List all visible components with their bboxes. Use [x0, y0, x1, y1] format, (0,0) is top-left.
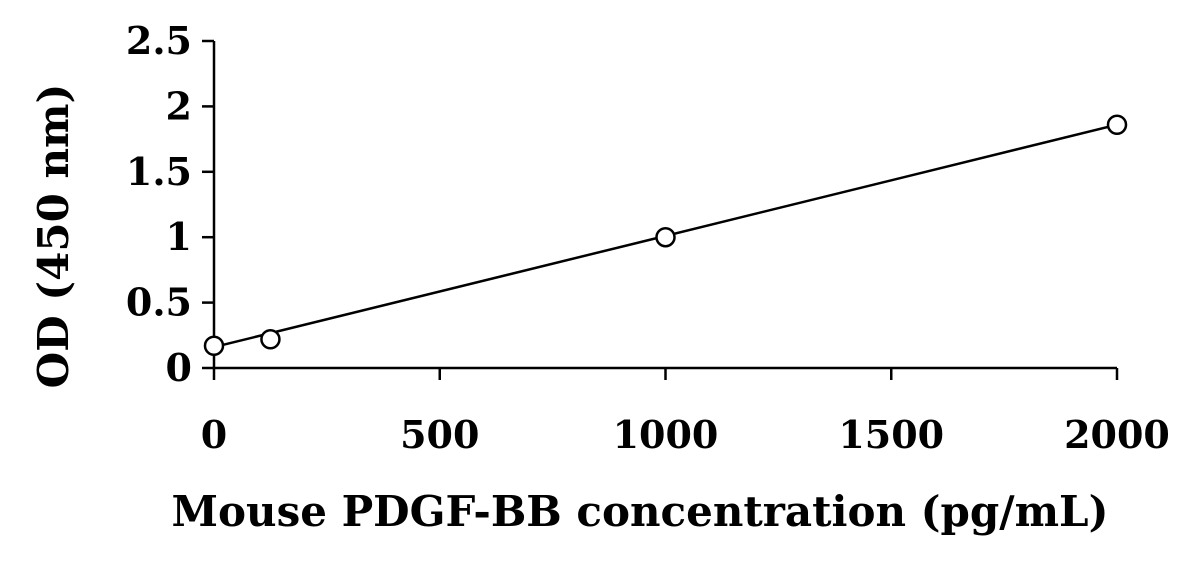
data-point — [1106, 114, 1128, 135]
y-axis-title: OD (450 nm) — [29, 84, 78, 389]
y-tick-label: 1.5 — [126, 149, 192, 194]
x-tick-label: 500 — [400, 412, 479, 457]
x-tick-label: 1500 — [838, 412, 944, 457]
y-tick-label: 0 — [166, 345, 192, 390]
x-tick-label: 2000 — [1064, 412, 1170, 457]
y-tick-label: 2.5 — [126, 18, 192, 63]
y-tick-label: 1 — [166, 214, 192, 259]
data-point — [203, 335, 225, 357]
data-points — [203, 114, 1128, 357]
y-tick-label: 0.5 — [126, 280, 192, 325]
x-tick-label: 0 — [201, 412, 227, 457]
y-axis-ticks: 0 0.5 1 1.5 2 2.5 — [126, 18, 214, 390]
x-axis-ticks: 0 500 1000 1500 2000 — [201, 368, 1170, 457]
y-tick-label: 2 — [166, 83, 192, 128]
x-axis-title: Mouse PDGF-BB concentration (pg/mL) — [172, 487, 1109, 536]
data-point — [260, 328, 281, 350]
x-tick-label: 1000 — [613, 412, 719, 457]
data-point — [655, 226, 676, 248]
